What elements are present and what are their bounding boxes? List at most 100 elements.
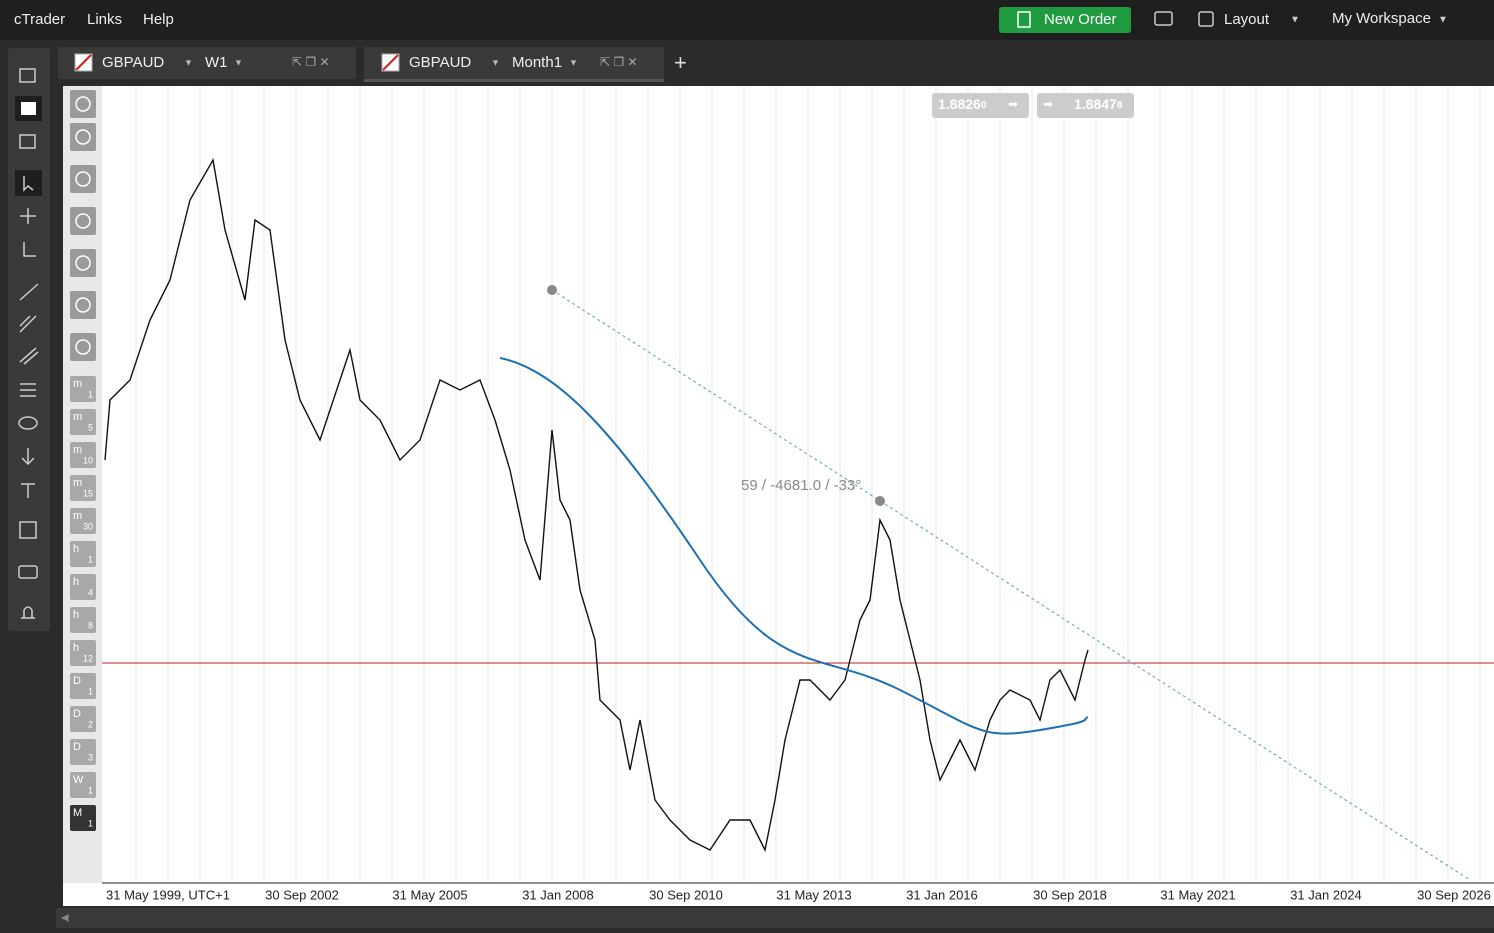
dropdown-arrow[interactable]: ▼ bbox=[234, 57, 243, 67]
x-tick-label: 31 Jan 2024 bbox=[1290, 887, 1362, 902]
ask-pip: 8 bbox=[1117, 100, 1123, 111]
tab-active[interactable] bbox=[364, 47, 664, 79]
x-tick-label: 30 Sep 2010 bbox=[649, 887, 723, 902]
layout-label[interactable]: Layout bbox=[1224, 11, 1270, 28]
tab-symbol[interactable]: GBPAUD bbox=[409, 54, 471, 71]
chart-tool-button[interactable] bbox=[70, 165, 96, 193]
icon bbox=[75, 129, 91, 145]
x-axis: 31 May 1999, UTC+1 30 Sep 2002 31 May 2005… bbox=[106, 887, 1491, 902]
timeframe-letter: W bbox=[73, 774, 84, 786]
tab-symbol[interactable]: GBPAUD bbox=[102, 54, 164, 71]
timeframe-number: 4 bbox=[88, 587, 93, 597]
menu-item[interactable]: Links bbox=[87, 11, 122, 28]
menu-item[interactable]: Help bbox=[143, 11, 174, 28]
timeframe-number: 12 bbox=[83, 653, 93, 663]
bid-pip: 0 bbox=[981, 100, 987, 111]
timeframe-button[interactable] bbox=[70, 376, 96, 402]
dropdown-arrow[interactable]: ▼ bbox=[491, 57, 500, 67]
arrow: ➡ bbox=[1043, 97, 1053, 111]
timeframe-letter: h bbox=[73, 576, 79, 588]
price-series bbox=[104, 157, 1089, 853]
x-tick-label: 31 May 2013 bbox=[776, 887, 851, 902]
icon bbox=[75, 297, 91, 313]
dropdown-arrow[interactable]: ▼ bbox=[569, 57, 578, 67]
trend-handle[interactable] bbox=[547, 285, 557, 295]
x-tick-label: 30 Sep 2002 bbox=[265, 887, 339, 902]
chart-tool-button[interactable] bbox=[70, 249, 96, 277]
workspace-label[interactable]: My Workspace bbox=[1332, 10, 1431, 27]
timeframe-letter: D bbox=[73, 708, 81, 720]
timeframe-button[interactable] bbox=[70, 442, 96, 468]
chat-icon[interactable] bbox=[1154, 11, 1173, 26]
timeframe-button[interactable] bbox=[70, 508, 96, 534]
scroll-arrow[interactable]: ◀ bbox=[61, 913, 69, 924]
timeframe-letter: D bbox=[73, 741, 81, 753]
timeframe-number: 1 bbox=[88, 785, 93, 795]
tab-period[interactable]: Month1 bbox=[512, 54, 562, 71]
timeframe-number: 1 bbox=[88, 554, 93, 564]
timeframe-button[interactable] bbox=[70, 640, 96, 666]
symbol-icon-stroke bbox=[382, 54, 399, 71]
dropdown-arrow[interactable]: ▼ bbox=[1438, 15, 1448, 26]
symbol-icon-stroke bbox=[75, 54, 92, 71]
timeframe-button[interactable] bbox=[70, 805, 96, 831]
x-tick-label: 31 May 1999, UTC+1 bbox=[106, 887, 230, 902]
trend-handle[interactable] bbox=[875, 496, 885, 506]
timeframe-button[interactable] bbox=[70, 673, 96, 699]
scrollbar[interactable] bbox=[56, 908, 1494, 928]
arrow: ➡ bbox=[1008, 97, 1018, 111]
timeframe-button[interactable] bbox=[70, 475, 96, 501]
timeframe-button[interactable] bbox=[70, 574, 96, 600]
timeframe-number: 8 bbox=[88, 620, 93, 630]
tab[interactable] bbox=[58, 47, 356, 79]
timeframe-letter: D bbox=[73, 675, 81, 687]
timeframe-button[interactable] bbox=[70, 607, 96, 633]
trend-annotation: 59 / -4681.0 / -33° bbox=[741, 477, 861, 494]
menu-item[interactable]: cTrader bbox=[14, 11, 65, 28]
dropdown-arrow[interactable]: ▼ bbox=[184, 57, 193, 67]
layout-icon[interactable] bbox=[1198, 11, 1214, 27]
tab-period[interactable]: W1 bbox=[205, 54, 228, 71]
timeframe-letter: M bbox=[73, 807, 82, 819]
trend-line[interactable] bbox=[551, 289, 1471, 881]
tab-underline bbox=[364, 79, 664, 82]
timeframe-button[interactable] bbox=[70, 739, 96, 765]
bid-main: 1.8826 bbox=[938, 96, 981, 112]
timeframe-number: 1 bbox=[88, 818, 93, 828]
dropdown-arrow[interactable]: ▼ bbox=[1290, 15, 1300, 26]
timeframe-number: 2 bbox=[88, 719, 93, 729]
chart-tool-button[interactable] bbox=[70, 207, 96, 235]
moving-average bbox=[499, 357, 1089, 735]
timeframe-button[interactable] bbox=[70, 541, 96, 567]
x-tick-label: 30 Sep 2018 bbox=[1033, 887, 1107, 902]
timeframe-button[interactable] bbox=[70, 772, 96, 798]
timeframe-number: 1 bbox=[88, 389, 93, 399]
timeframe-letter: m bbox=[73, 411, 82, 423]
timeframe-number: 15 bbox=[83, 488, 93, 498]
new-order-button[interactable] bbox=[999, 7, 1131, 33]
ask-main: 1.8847 bbox=[1074, 96, 1117, 112]
timeframe-number: 3 bbox=[88, 752, 93, 762]
buy-box[interactable] bbox=[1037, 93, 1134, 118]
icon bbox=[21, 102, 36, 115]
chart-tool-button[interactable] bbox=[70, 333, 96, 361]
x-tick-label: 31 Jan 2008 bbox=[522, 887, 594, 902]
tab-controls[interactable]: ⇱ ❐ ✕ bbox=[292, 55, 330, 69]
timeframe-button[interactable] bbox=[70, 706, 96, 732]
icon bbox=[75, 171, 91, 187]
timeframe-letter: m bbox=[73, 378, 82, 390]
timeframe-number: 30 bbox=[83, 521, 93, 531]
icon bbox=[1017, 11, 1031, 28]
timeframe-letter: m bbox=[73, 444, 82, 456]
sell-box[interactable] bbox=[932, 93, 1029, 118]
tab-controls[interactable]: ⇱ ❐ ✕ bbox=[600, 55, 638, 69]
add-tab[interactable]: + bbox=[674, 50, 687, 75]
tool-active[interactable] bbox=[15, 170, 42, 196]
timeframe-letter: m bbox=[73, 477, 82, 489]
timeframe-button[interactable] bbox=[70, 409, 96, 435]
chart-tool-button[interactable] bbox=[70, 90, 96, 118]
chart-tool-button[interactable] bbox=[70, 291, 96, 319]
chart-tool-button[interactable] bbox=[70, 123, 96, 151]
